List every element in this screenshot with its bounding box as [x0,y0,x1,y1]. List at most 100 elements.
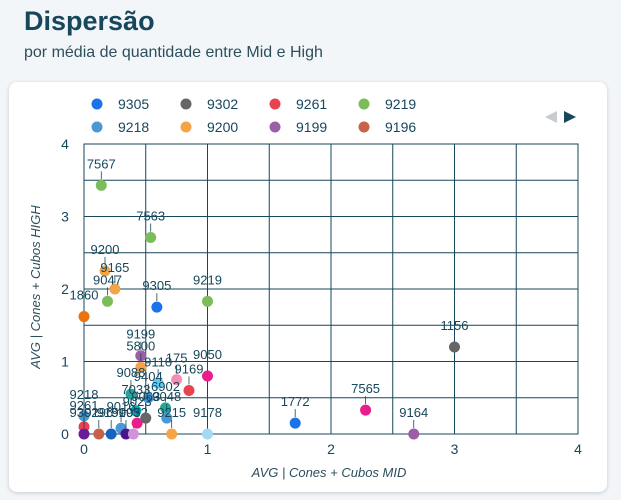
point-marker[interactable] [125,388,137,400]
point-marker[interactable] [161,412,173,424]
legend-marker [180,121,192,133]
legend-item[interactable]: 9196 [358,119,417,135]
data-point[interactable]: 9302 [70,405,99,440]
x-tick-label: 4 [574,441,582,457]
point-marker[interactable] [109,283,121,295]
chart-grid [83,143,579,435]
point-marker[interactable] [142,392,154,404]
legend-item[interactable]: 9261 [269,96,328,112]
legend-marker [269,121,281,133]
point-label: 9219 [193,272,222,287]
legend-label: 9261 [296,96,327,112]
point-marker[interactable] [408,428,420,440]
legend-item[interactable]: 9302 [180,96,239,112]
point-marker[interactable] [135,361,147,373]
point-label: 9088 [116,365,145,380]
data-point[interactable]: 5800 [126,338,155,373]
data-point[interactable]: 7567 [87,156,116,191]
point-marker[interactable] [152,377,164,389]
point-marker[interactable] [101,295,113,307]
point-label: 9199 [126,327,155,342]
point-marker[interactable] [140,412,152,424]
point-label: 1860 [70,288,99,303]
data-point[interactable]: 9063 [131,389,160,424]
legend-item[interactable]: 9218 [91,119,150,135]
point-marker[interactable] [202,295,213,307]
x-axis-label: AVG | Cones + Cubos MID [251,465,407,480]
data-point[interactable]: 7565 [351,381,380,416]
data-point[interactable]: 9023 [123,394,152,429]
point-marker[interactable] [127,428,139,440]
data-point[interactable]: 9047 [93,272,122,307]
point-marker[interactable] [99,265,111,277]
point-marker[interactable] [202,428,213,440]
data-point[interactable]: 9165 [100,260,129,295]
legend-label: 9302 [207,96,238,112]
data-point[interactable]: 9178 [193,405,222,440]
data-point[interactable]: 9151 [97,405,126,440]
data-point[interactable]: 9169 [175,362,204,397]
point-marker[interactable] [160,402,172,414]
point-marker[interactable] [151,301,163,313]
data-point[interactable]: 9219 [193,272,222,307]
point-label: 1156 [441,318,469,333]
point-marker[interactable] [145,232,157,244]
data-point[interactable]: 7563 [136,209,165,244]
data-point[interactable]: 1860 [70,288,99,323]
point-label: 9047 [93,272,122,287]
data-point[interactable]: 1772 [281,394,310,429]
legend-marker [358,98,370,110]
legend-item[interactable]: 9200 [180,119,239,135]
point-label: 5800 [126,338,155,353]
data-point[interactable]: 9305 [142,278,171,313]
data-point[interactable]: 9199 [126,327,155,362]
legend: 9305 9302 9261 9219 9218 9200 9199 9196 [91,96,417,135]
point-label: 9305 [142,278,171,293]
data-point[interactable]: 9215 [157,405,186,440]
x-tick-label: 2 [327,441,335,457]
data-point[interactable]: 9110 [144,354,172,389]
legend-label: 9200 [207,119,238,135]
data-point[interactable]: 9200 [91,242,120,277]
point-marker[interactable] [360,404,372,416]
point-marker[interactable] [171,374,183,386]
point-label: 9218 [70,387,99,402]
data-point[interactable]: 7033 [121,382,150,417]
point-marker[interactable] [289,417,301,429]
legend-item[interactable]: 9219 [358,96,417,112]
triangle-right-icon[interactable] [564,111,576,123]
point-marker[interactable] [131,417,143,429]
point-marker[interactable] [130,405,142,417]
point-label: 9050 [193,347,222,362]
point-marker[interactable] [202,370,213,382]
legend-item[interactable]: 9305 [91,96,150,112]
data-point[interactable]: 9164 [399,405,428,440]
data-point[interactable]: 1156 [441,318,469,353]
data-point[interactable]: 9196 [84,405,113,440]
point-label: 9165 [100,260,129,275]
point-marker[interactable] [78,311,90,323]
y-tick-label: 0 [61,426,69,442]
data-point[interactable]: 175 [166,351,188,386]
data-point[interactable]: 9050 [193,347,222,382]
x-tick-label: 1 [204,441,212,457]
point-label: 1772 [281,394,310,409]
triangle-left-icon[interactable] [545,111,557,123]
point-marker[interactable] [183,385,195,396]
data-point[interactable]: 9088 [116,365,145,400]
data-point[interactable]: 9048 [152,389,181,424]
legend-item[interactable]: 9199 [269,119,328,135]
legend-marker [358,121,370,133]
point-label: 9302 [70,405,99,420]
point-label: 7567 [87,156,116,171]
point-marker[interactable] [93,428,105,440]
point-marker[interactable] [449,341,460,353]
point-marker[interactable] [78,428,90,440]
legend-label: 9196 [385,119,416,135]
point-marker[interactable] [166,428,178,440]
data-point[interactable]: 6902 [151,379,180,414]
data-point[interactable]: 9404 [134,369,163,404]
point-label: 9110 [144,354,172,369]
point-marker[interactable] [95,179,107,191]
point-marker[interactable] [105,428,117,440]
